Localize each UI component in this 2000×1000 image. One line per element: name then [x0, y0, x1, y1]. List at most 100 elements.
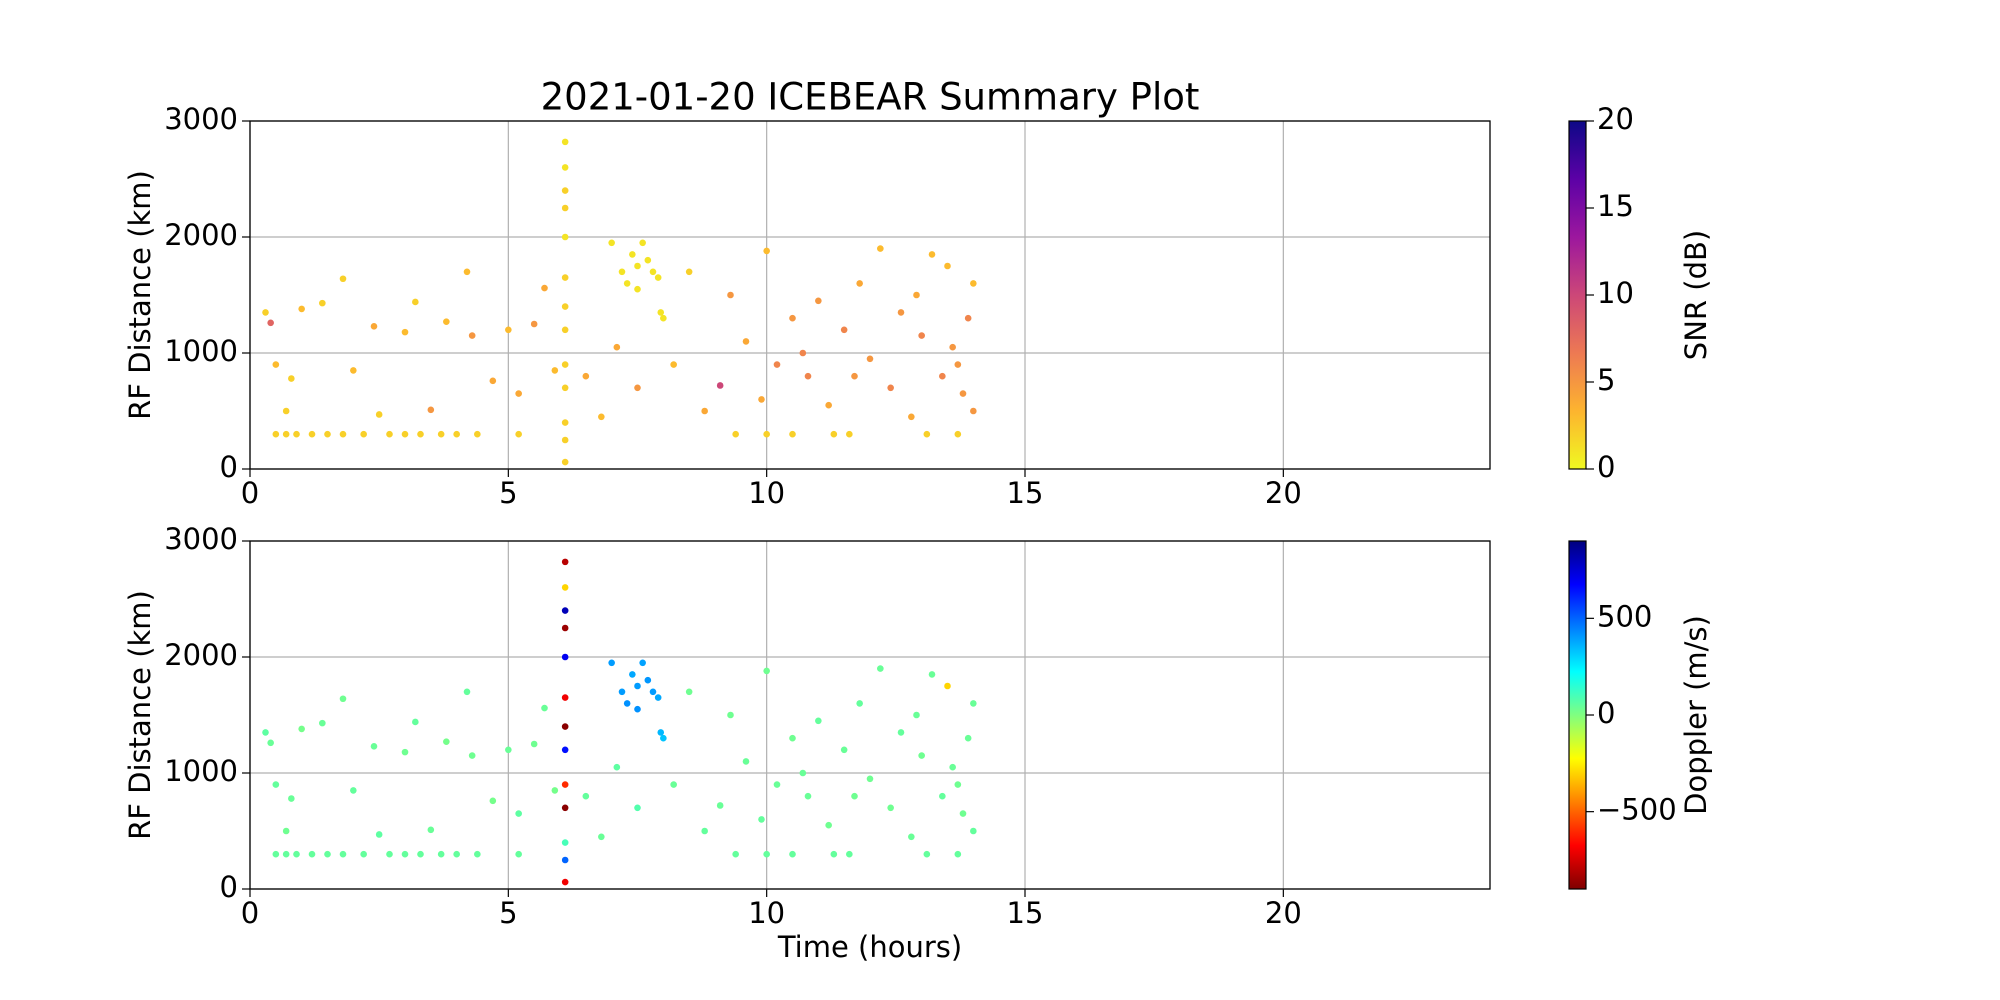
data-point — [856, 280, 863, 287]
data-point — [561, 804, 569, 812]
data-point — [370, 743, 378, 750]
data-point — [360, 850, 367, 858]
data-point — [582, 792, 590, 800]
data-point — [954, 850, 962, 858]
data-point — [763, 247, 770, 255]
data-point — [954, 781, 962, 788]
colorbar-tick-label: 0 — [1597, 450, 1615, 484]
data-point — [561, 274, 569, 281]
data-point — [644, 256, 652, 264]
data-point — [561, 856, 569, 864]
data-point — [634, 384, 641, 392]
data-point — [489, 797, 497, 805]
x-tick-label: 5 — [499, 896, 517, 930]
data-point — [897, 309, 905, 316]
data-point — [505, 746, 512, 754]
data-point — [561, 361, 569, 368]
data-point — [582, 372, 590, 380]
data-point — [649, 268, 657, 276]
x-tick-label: 15 — [1007, 476, 1044, 510]
data-point — [443, 738, 450, 745]
data-point — [654, 694, 662, 701]
data-point — [856, 700, 863, 707]
data-point — [561, 878, 569, 886]
x-tick-label: 15 — [1007, 896, 1044, 930]
data-point — [561, 839, 569, 846]
data-point — [851, 792, 858, 800]
data-point — [773, 361, 781, 368]
data-point — [386, 430, 393, 438]
data-point — [561, 624, 569, 632]
data-point — [758, 816, 765, 823]
data-point — [939, 792, 946, 800]
x-tick-label: 10 — [748, 476, 785, 510]
colorbar-tick-label: 15 — [1597, 189, 1634, 223]
plot-area — [250, 121, 1490, 469]
data-point — [339, 695, 347, 703]
data-point — [505, 326, 512, 334]
data-point — [964, 314, 972, 322]
data-point — [949, 763, 956, 771]
data-point — [282, 850, 290, 858]
data-point — [401, 328, 409, 336]
data-point — [629, 251, 636, 258]
y-axis-label: RF Distance (km) — [123, 170, 157, 420]
data-point — [561, 653, 569, 661]
data-point — [887, 384, 894, 392]
data-point — [474, 430, 481, 438]
data-point — [339, 430, 347, 438]
data-point — [541, 704, 548, 712]
data-point — [789, 734, 796, 742]
data-point — [463, 268, 471, 276]
data-point — [949, 343, 956, 351]
data-point — [561, 187, 569, 194]
data-point — [918, 752, 925, 759]
data-point — [453, 430, 460, 438]
data-point — [657, 309, 665, 316]
data-point — [887, 804, 894, 812]
data-point — [561, 326, 569, 334]
data-point — [370, 323, 378, 330]
data-point — [970, 700, 977, 707]
data-point — [670, 781, 677, 788]
data-point — [375, 411, 383, 418]
data-point — [561, 204, 569, 212]
data-point — [308, 850, 316, 858]
data-point — [530, 320, 538, 328]
data-point — [789, 314, 796, 322]
data-point — [623, 700, 631, 707]
data-point — [913, 711, 920, 719]
data-point — [401, 850, 409, 858]
data-point — [561, 607, 569, 614]
data-point — [360, 430, 367, 438]
y-tick-label: 1000 — [164, 754, 238, 788]
data-point — [437, 430, 445, 438]
x-tick-label: 20 — [1265, 896, 1302, 930]
data-point — [815, 297, 822, 305]
data-point — [515, 430, 522, 438]
data-point — [685, 268, 693, 276]
data-point — [288, 375, 295, 382]
data-point — [453, 850, 460, 858]
data-point — [742, 338, 750, 345]
data-point — [282, 827, 290, 835]
data-point — [629, 671, 636, 678]
y-tick-label: 0 — [220, 870, 238, 904]
data-point — [866, 355, 874, 363]
data-point — [262, 729, 269, 736]
data-point — [727, 711, 734, 719]
data-point — [561, 781, 569, 788]
data-point — [701, 827, 708, 835]
data-point — [293, 430, 300, 438]
data-point — [763, 850, 770, 858]
data-point — [561, 458, 569, 466]
colorbar-tick-label: 20 — [1597, 102, 1634, 136]
colorbar-tick-label: −500 — [1597, 793, 1677, 827]
data-point — [970, 407, 977, 415]
data-point — [515, 850, 522, 858]
data-point — [561, 723, 569, 730]
data-point — [923, 430, 931, 438]
y-tick-label: 3000 — [164, 522, 238, 556]
data-point — [908, 413, 915, 421]
x-tick-label: 0 — [241, 476, 259, 510]
